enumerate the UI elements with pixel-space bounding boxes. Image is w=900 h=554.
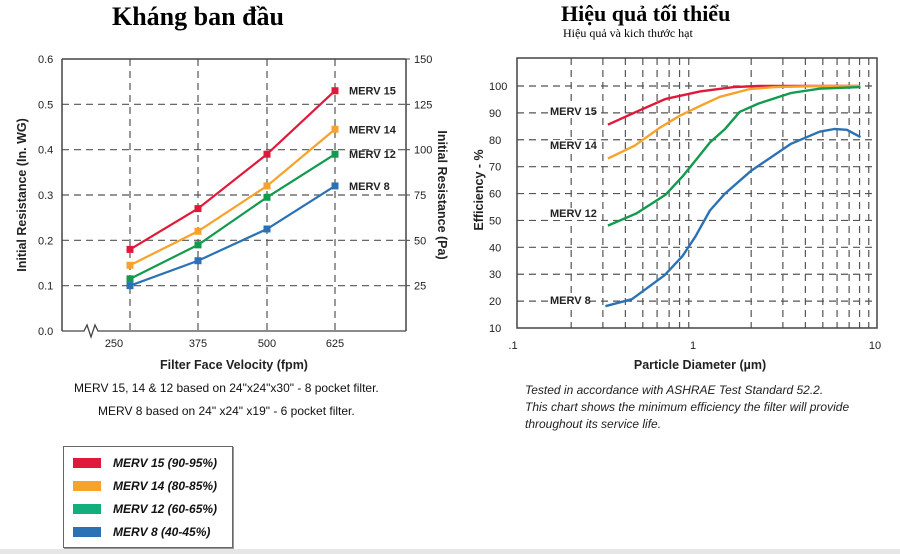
- legend-box: MERV 15 (90-95%) MERV 14 (80-85%) MERV 1…: [63, 446, 233, 548]
- left-x-tick-label: 250: [105, 338, 123, 350]
- legend-swatch-merv15: [73, 458, 101, 468]
- right-y-tick-label: 70: [489, 162, 501, 174]
- right-series-label: MERV 12: [550, 208, 597, 220]
- right-x-tick-label: 10: [869, 340, 881, 352]
- left-y2-tick-label: 75: [414, 190, 426, 202]
- right-y-tick-label: 60: [489, 189, 501, 201]
- left-y-tick-label: 0.4: [38, 145, 53, 157]
- left-note-line1: MERV 15, 14 & 12 based on 24"x24"x30" - …: [74, 381, 379, 395]
- right-chart-subtitle: Hiệu quả và kich thước hạt: [563, 26, 693, 40]
- legend-label-merv14: MERV 14 (80-85%): [113, 479, 218, 493]
- left-y2-tick-label: 125: [414, 99, 432, 111]
- left-x-axis-label: Filter Face Velocity (fpm): [160, 358, 308, 372]
- left-series-label: MERV 12: [349, 149, 396, 161]
- left-data-point: [331, 182, 339, 190]
- left-x-tick-label: 625: [326, 338, 344, 350]
- left-y-tick-label: 0.0: [38, 326, 53, 338]
- right-y-axis-label: Efficiency - %: [472, 149, 486, 230]
- left-y-tick-label: 0.5: [38, 99, 53, 111]
- legend-item-merv15: MERV 15 (90-95%): [73, 453, 217, 473]
- legend-label-merv15: MERV 15 (90-95%): [113, 456, 218, 470]
- right-note-line1: Tested in accordance with ASHRAE Test St…: [525, 383, 824, 397]
- legend-swatch-merv12: [73, 504, 101, 514]
- bottom-strip: [0, 549, 900, 554]
- legend-label-merv8: MERV 8 (40-45%): [113, 525, 211, 539]
- legend-item-merv8: MERV 8 (40-45%): [73, 522, 210, 542]
- right-x-tick-label: 1: [690, 340, 696, 352]
- legend-label-merv12: MERV 12 (60-65%): [113, 502, 218, 516]
- left-y-tick-label: 0.3: [38, 190, 53, 202]
- left-series-label: MERV 14: [349, 124, 397, 136]
- right-series-label-bg: [549, 106, 594, 118]
- left-data-point: [126, 261, 134, 269]
- left-data-point: [263, 182, 271, 190]
- right-note-line2: This chart shows the minimum efficiency …: [525, 400, 850, 414]
- left-data-point: [194, 227, 202, 235]
- legend-swatch-merv14: [73, 481, 101, 491]
- left-data-point: [126, 282, 134, 290]
- left-y2-tick-label: 100: [414, 145, 432, 157]
- right-series-line: [607, 84, 860, 160]
- left-data-point: [263, 150, 271, 158]
- left-y2-axis-label: Initial Resistance (Pa): [435, 130, 449, 259]
- left-y2-tick-label: 150: [414, 54, 432, 66]
- right-series-line: [605, 127, 862, 308]
- left-data-point: [194, 257, 202, 265]
- right-y-tick-label: 80: [489, 135, 501, 147]
- left-x-tick-label: 500: [258, 338, 276, 350]
- left-data-point: [194, 205, 202, 213]
- right-plot-frame: [516, 57, 878, 329]
- right-series-label: MERV 15: [550, 106, 597, 118]
- right-y-tick-label: 30: [489, 269, 501, 281]
- right-series-label-bg: [549, 295, 587, 307]
- right-series-label-bg: [549, 140, 594, 152]
- left-note-line2: MERV 8 based on 24" x24" x19" - 6 pocket…: [98, 404, 355, 418]
- right-series-label: MERV 14: [550, 140, 598, 152]
- right-series-label: MERV 8: [550, 295, 591, 307]
- left-data-point: [126, 245, 134, 253]
- left-series-line: [129, 185, 336, 287]
- right-x-tick-label: .1: [508, 340, 517, 352]
- right-y-tick-label: 40: [489, 242, 501, 254]
- right-y-tick-label: 100: [489, 81, 507, 93]
- legend-item-merv14: MERV 14 (80-85%): [73, 476, 217, 496]
- left-data-point: [263, 193, 271, 201]
- right-chart-title: Hiệu quả tối thiểu: [561, 1, 731, 26]
- left-data-point: [331, 125, 339, 133]
- left-y2-tick-label: 50: [414, 235, 426, 247]
- legend-item-merv12: MERV 12 (60-65%): [73, 499, 217, 519]
- right-series-label-bg: [549, 208, 594, 220]
- left-series-line: [129, 128, 336, 267]
- left-y2-tick-label: 25: [414, 281, 426, 293]
- left-y-tick-label: 0.6: [38, 54, 53, 66]
- left-data-point: [194, 241, 202, 249]
- right-series-line: [607, 85, 861, 227]
- right-note-line3: throughout its service life.: [525, 417, 662, 431]
- left-data-point: [331, 150, 339, 158]
- left-y-axis-label: Initial Resistance (In. WG): [15, 118, 29, 272]
- left-series-line: [129, 153, 336, 280]
- left-axis-break: [62, 323, 406, 340]
- left-data-point: [126, 275, 134, 283]
- right-x-axis-label: Particle Diameter (µm): [634, 358, 766, 372]
- left-y-tick-label: 0.1: [38, 281, 53, 293]
- left-series-label: MERV 8: [349, 181, 390, 193]
- left-y-tick-label: 0.2: [38, 235, 53, 247]
- right-y-tick-label: 20: [489, 296, 501, 308]
- legend-swatch-merv8: [73, 527, 101, 537]
- left-series-line: [129, 89, 336, 251]
- left-x-tick-label: 375: [189, 338, 207, 350]
- right-y-tick-label: 90: [489, 108, 501, 120]
- left-series-label: MERV 15: [349, 86, 396, 98]
- left-data-point: [263, 225, 271, 233]
- right-y-tick-label: 10: [489, 323, 501, 335]
- left-data-point: [331, 87, 339, 95]
- right-y-tick-label: 50: [489, 215, 501, 227]
- left-chart-title: Kháng ban đầu: [112, 2, 284, 31]
